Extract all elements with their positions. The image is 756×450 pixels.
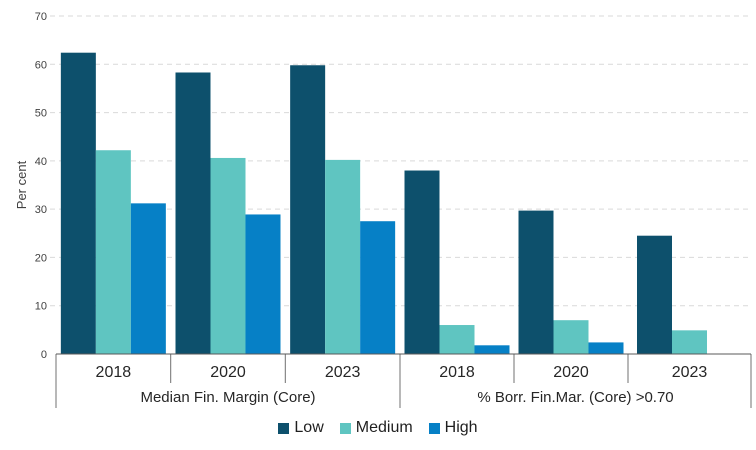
y-axis-title: Per cent [14, 160, 29, 209]
bar-high-2020-panel1 [245, 214, 281, 354]
bar-low-2020-panel2 [518, 210, 554, 354]
legend-item-low: Low [278, 419, 324, 436]
bar-medium-2020-panel2 [553, 320, 589, 354]
x-category-label-2018-panel1: 2018 [96, 364, 132, 381]
bar-low-2018-panel1 [60, 52, 96, 354]
legend: Low Medium High [0, 420, 756, 436]
legend-item-high: High [428, 419, 478, 436]
y-tick-label-20: 20 [35, 252, 47, 264]
y-tick-label-70: 70 [35, 11, 47, 23]
panel-label-2: % Borr. Fin.Mar. (Core) >0.70 [477, 389, 673, 406]
legend-label-medium: Medium [355, 419, 413, 436]
legend-item-medium: Medium [339, 419, 413, 436]
x-category-label-2020-panel1: 2020 [210, 364, 246, 381]
legend-swatch-medium [339, 422, 351, 434]
bar-low-2018-panel2 [404, 170, 440, 354]
legend-swatch-low [278, 422, 290, 434]
bar-high-2020-panel2 [588, 342, 624, 354]
bar-medium-2018-panel1 [95, 150, 131, 354]
legend-label-high: High [444, 419, 478, 436]
legend-swatch-high [428, 422, 440, 434]
bar-medium-2023-panel1 [325, 159, 361, 354]
legend-label-low: Low [294, 419, 324, 436]
bar-low-2020-panel1 [175, 72, 211, 354]
y-tick-label-40: 40 [35, 156, 47, 168]
panel-label-1: Median Fin. Margin (Core) [140, 389, 315, 406]
bar-high-2018-panel2 [474, 345, 510, 354]
bar-high-2018-panel1 [130, 203, 166, 354]
y-tick-label-0: 0 [41, 349, 47, 361]
bar-low-2023-panel2 [637, 235, 672, 354]
bar-medium-2023-panel2 [672, 330, 707, 354]
bar-medium-2018-panel2 [439, 325, 475, 354]
bar-low-2023-panel1 [290, 65, 326, 354]
y-tick-label-30: 30 [35, 204, 47, 216]
y-tick-label-60: 60 [35, 59, 47, 71]
y-tick-label-50: 50 [35, 108, 47, 120]
bar-medium-2020-panel1 [210, 157, 246, 354]
x-category-label-2020-panel2: 2020 [553, 364, 589, 381]
bar-high-2023-panel1 [360, 221, 396, 354]
x-category-label-2018-panel2: 2018 [439, 364, 475, 381]
y-tick-label-10: 10 [35, 301, 47, 313]
x-category-label-2023-panel2: 2023 [672, 364, 708, 381]
x-category-label-2023-panel1: 2023 [325, 364, 361, 381]
